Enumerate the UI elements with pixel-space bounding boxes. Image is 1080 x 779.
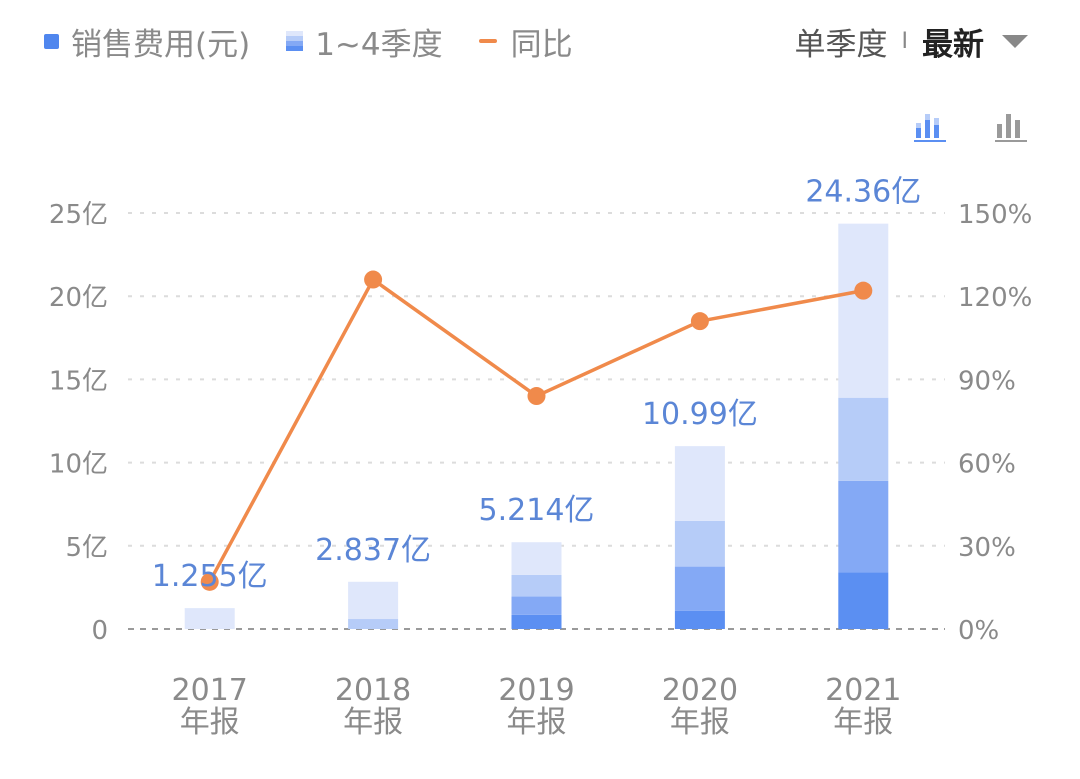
bar-segment xyxy=(511,574,562,597)
legend-label: 销售费用(元) xyxy=(71,26,251,63)
bar-total-label: 5.214亿 xyxy=(479,493,595,528)
x-tick-label: 年报 xyxy=(833,705,893,740)
y-right-tick-label: 120% xyxy=(958,283,1032,313)
yoy-point xyxy=(527,387,546,406)
x-tick-label: 年报 xyxy=(507,705,567,740)
yoy-point xyxy=(854,281,873,300)
legend: 销售费用(元) 1~4季度 同比 xyxy=(44,18,609,64)
latest-dropdown[interactable]: 最新 xyxy=(922,26,984,63)
x-tick-label: 2018 xyxy=(335,673,411,708)
y-left-tick-label: 15亿 xyxy=(49,366,108,396)
yoy-point xyxy=(690,312,709,331)
bar-segment xyxy=(838,223,889,398)
x-tick-label: 2020 xyxy=(662,673,738,708)
bar-total-label: 10.99亿 xyxy=(642,397,758,432)
y-right-tick-label: 30% xyxy=(958,533,1016,563)
bar-segment xyxy=(511,542,562,575)
bar-total-label: 1.255亿 xyxy=(152,559,268,594)
x-tick-label: 2017 xyxy=(172,673,248,708)
yoy-point xyxy=(364,270,383,289)
y-right-tick-label: 60% xyxy=(958,450,1016,480)
x-tick-label: 2019 xyxy=(498,673,574,708)
stacked-bar-icon[interactable] xyxy=(912,108,948,144)
y-right-tick-label: 150% xyxy=(958,200,1032,230)
yoy-point xyxy=(200,572,219,591)
legend-item-quarters[interactable]: 1~4季度 xyxy=(286,19,443,64)
x-tick-label: 2021 xyxy=(825,673,901,708)
bar-segment xyxy=(511,596,562,615)
single-quarter-toggle[interactable]: 单季度 xyxy=(794,26,888,63)
y-left-tick-label: 20亿 xyxy=(49,283,108,313)
legend-label: 1~4季度 xyxy=(315,26,443,63)
period-separator: I xyxy=(901,28,909,54)
legend-label: 同比 xyxy=(510,26,573,63)
dropdown-caret-icon[interactable] xyxy=(1002,34,1028,48)
bar-total-label: 24.36亿 xyxy=(805,175,921,210)
bar-segment xyxy=(838,480,889,573)
bar-segment xyxy=(348,619,399,629)
bar-segment xyxy=(674,566,725,611)
square-swatch-icon xyxy=(44,33,59,49)
y-left-tick-label: 10亿 xyxy=(49,450,108,480)
y-right-tick-label: 90% xyxy=(958,366,1016,396)
x-tick-label: 年报 xyxy=(180,705,240,740)
y-left-tick-label: 25亿 xyxy=(49,200,108,230)
line-swatch-icon xyxy=(478,39,497,43)
bar-segment xyxy=(674,520,725,567)
y-left-tick-label: 0 xyxy=(91,616,108,646)
y-right-tick-label: 0% xyxy=(958,616,999,646)
x-tick-label: 年报 xyxy=(670,705,730,740)
bar-segment xyxy=(838,572,889,629)
bar-total-label: 2.837亿 xyxy=(315,533,431,568)
stacked-swatch-icon xyxy=(286,31,304,51)
period-selector: 单季度 I 最新 xyxy=(794,18,1028,64)
legend-item-sales-expense[interactable]: 销售费用(元) xyxy=(44,19,250,64)
bar-segment xyxy=(184,608,235,629)
bar-segment xyxy=(674,446,725,521)
bar-segment xyxy=(348,581,399,620)
bar-segment xyxy=(674,610,725,629)
bar-segment xyxy=(838,397,889,481)
y-left-tick-label: 5亿 xyxy=(65,533,108,563)
bar-chart-icon[interactable] xyxy=(993,108,1029,144)
bar-segment xyxy=(511,614,562,629)
x-tick-label: 年报 xyxy=(343,705,403,740)
yoy-line xyxy=(208,277,864,583)
legend-item-yoy[interactable]: 同比 xyxy=(478,19,573,64)
